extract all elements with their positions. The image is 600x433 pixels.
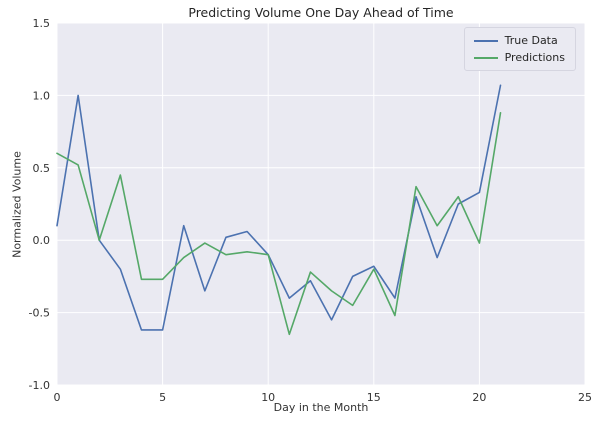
y-tick-label: -1.0 bbox=[29, 379, 50, 392]
x-tick-label: 20 bbox=[472, 391, 486, 404]
legend-label: True Data bbox=[504, 34, 558, 47]
series-line-1 bbox=[56, 111, 502, 336]
plot-background bbox=[57, 23, 585, 385]
x-tick-label: 5 bbox=[159, 391, 166, 404]
chart-title: Predicting Volume One Day Ahead of Time bbox=[188, 5, 454, 20]
y-tick-label: 1.5 bbox=[33, 17, 51, 30]
legend-item-true-data: True Data bbox=[473, 34, 565, 47]
legend: True Data Predictions bbox=[463, 27, 576, 71]
x-tick-label: 25 bbox=[578, 391, 592, 404]
y-tick-label: -0.5 bbox=[29, 307, 50, 320]
x-tick-label: 10 bbox=[261, 391, 275, 404]
x-tick-label: 15 bbox=[367, 391, 381, 404]
true-data-line-swatch bbox=[473, 39, 498, 42]
legend-label: Predictions bbox=[504, 51, 565, 64]
y-tick-label: 0.0 bbox=[33, 234, 51, 247]
x-axis-label: Day in the Month bbox=[273, 401, 369, 414]
series-line-0 bbox=[56, 84, 502, 331]
y-tick-label: 0.5 bbox=[33, 162, 51, 175]
x-tick-label: 0 bbox=[54, 391, 61, 404]
predictions-line-swatch bbox=[473, 56, 498, 59]
y-tick-label: 1.0 bbox=[33, 89, 51, 102]
y-axis-label: Normalized Volume bbox=[10, 151, 24, 258]
legend-item-predictions: Predictions bbox=[473, 51, 565, 64]
